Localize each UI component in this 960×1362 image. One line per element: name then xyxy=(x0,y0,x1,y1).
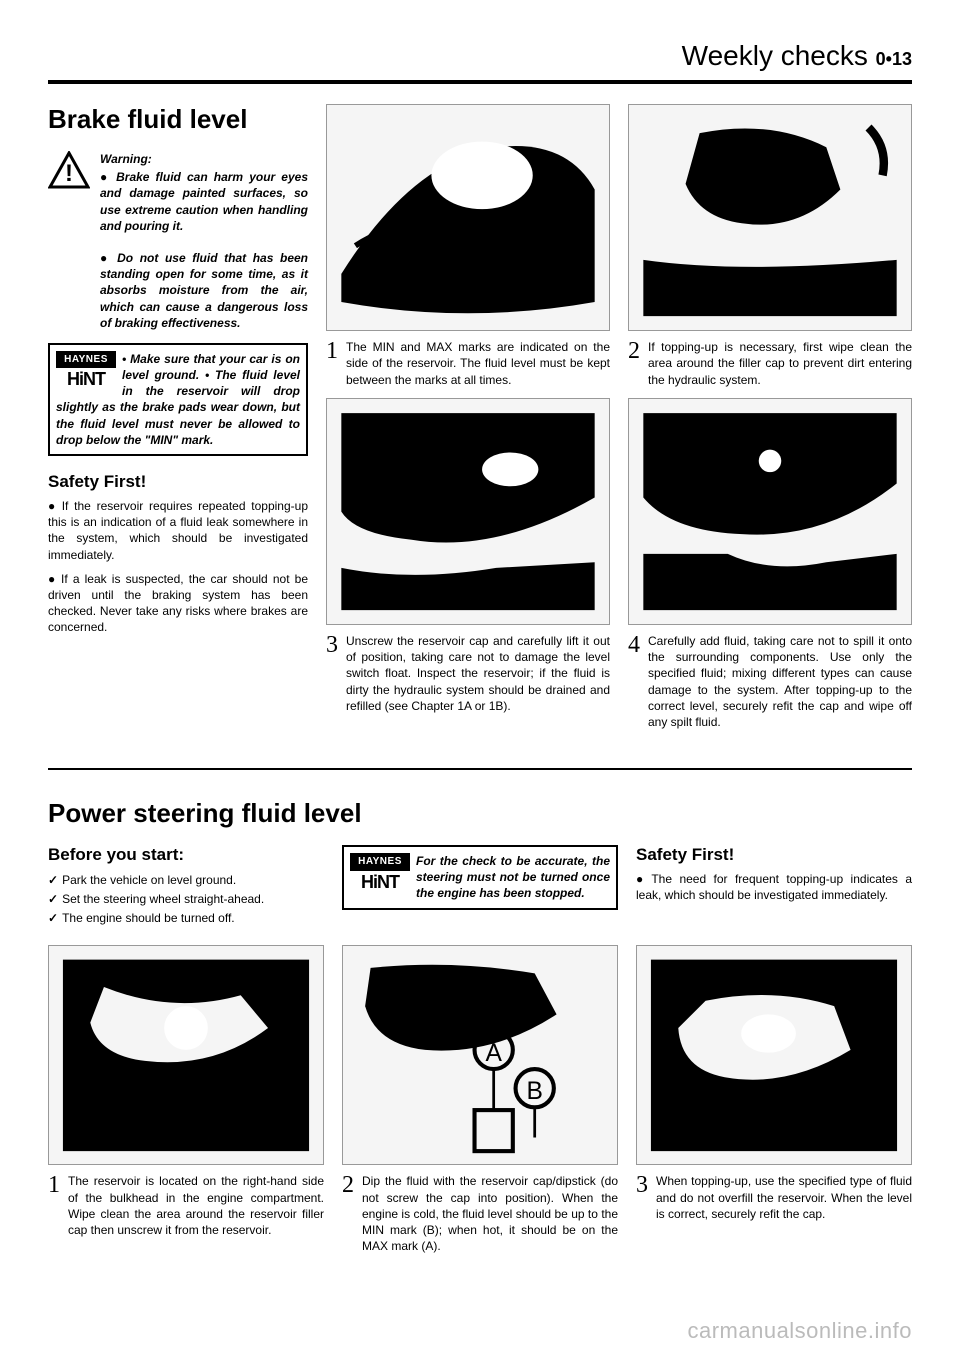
brake-figure-2 xyxy=(628,104,912,331)
step-number: 1 xyxy=(326,339,338,388)
page-number: 0•13 xyxy=(876,49,912,69)
svg-text:!: ! xyxy=(65,160,73,187)
power-caption-2: Dip the fluid with the reservoir cap/dip… xyxy=(362,1173,618,1254)
hint-label: HiNT xyxy=(56,368,116,388)
haynes-hint-badge: HAYNES HiNT xyxy=(56,351,116,389)
power-figure-2: AB xyxy=(342,945,618,1166)
hint-label: HiNT xyxy=(350,871,410,891)
brake-caption-3: Unscrew the reservoir cap and carefully … xyxy=(346,633,610,714)
page-header: Weekly checks 0•13 xyxy=(48,40,912,72)
power-safety-para: The need for frequent topping-up indicat… xyxy=(636,871,912,903)
power-caption-1: The reservoir is located on the right-ha… xyxy=(68,1173,324,1238)
warning-triangle-icon: ! xyxy=(48,151,90,189)
check-item-2: Set the steering wheel straight-ahead. xyxy=(48,890,324,909)
safety-para-1: If the reservoir requires repeated toppi… xyxy=(48,498,308,563)
step-number: 2 xyxy=(342,1173,354,1254)
watermark: carmanualsonline.info xyxy=(687,1318,912,1344)
brake-caption-2: If topping-up is necessary, first wipe c… xyxy=(648,339,912,388)
step-number: 3 xyxy=(326,633,338,714)
step-number: 1 xyxy=(48,1173,60,1238)
step-number: 4 xyxy=(628,633,640,730)
check-item-3: The engine should be turned off. xyxy=(48,909,324,928)
haynes-hint-badge: HAYNES HiNT xyxy=(350,853,410,891)
brake-caption-4: Carefully add fluid, taking care not to … xyxy=(648,633,912,730)
safety-para-2: If a leak is suspected, the car should n… xyxy=(48,571,308,636)
power-figure-1 xyxy=(48,945,324,1166)
brake-figure-1 xyxy=(326,104,610,331)
safety-first-title: Safety First! xyxy=(48,472,308,492)
svg-text:B: B xyxy=(526,1078,542,1105)
power-caption-3: When topping-up, use the specified type … xyxy=(656,1173,912,1222)
safety-first-title: Safety First! xyxy=(636,845,912,865)
warning-text-1: Brake fluid can harm your eyes and damag… xyxy=(100,170,308,233)
power-section-title: Power steering fluid level xyxy=(48,798,912,829)
haynes-label: HAYNES xyxy=(56,351,116,369)
haynes-label: HAYNES xyxy=(350,853,410,871)
check-item-1: Park the vehicle on level ground. xyxy=(48,871,324,890)
hint-text: For the check to be accurate, the steeri… xyxy=(416,854,610,900)
warning-label: Warning: xyxy=(100,151,308,167)
hint-box: HAYNES HiNT For the check to be accurate… xyxy=(342,845,618,910)
hint-box: HAYNES HiNT • Make sure that your car is… xyxy=(48,343,308,456)
power-figure-3 xyxy=(636,945,912,1166)
before-start-title: Before you start: xyxy=(48,845,324,865)
step-number: 2 xyxy=(628,339,640,388)
checklist: Park the vehicle on level ground. Set th… xyxy=(48,871,324,929)
brake-caption-1: The MIN and MAX marks are indicated on t… xyxy=(346,339,610,388)
brake-section-title: Brake fluid level xyxy=(48,104,308,135)
divider xyxy=(48,768,912,770)
brake-figure-3 xyxy=(326,398,610,625)
svg-text:A: A xyxy=(485,1039,502,1066)
divider xyxy=(48,80,912,84)
warning-text-2: Do not use fluid that has been standing … xyxy=(100,251,308,330)
step-number: 3 xyxy=(636,1173,648,1222)
brake-figure-4 xyxy=(628,398,912,625)
header-title: Weekly checks xyxy=(682,40,868,71)
